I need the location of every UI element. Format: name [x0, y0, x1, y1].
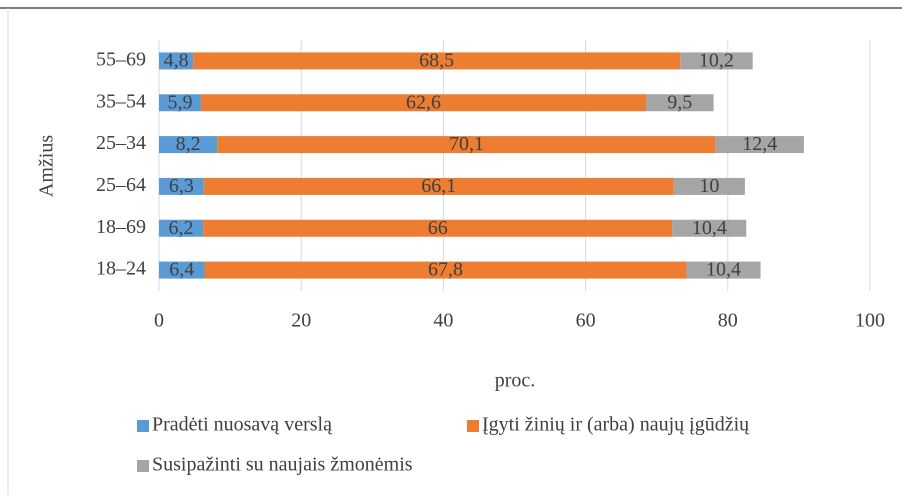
y-tick-label: 55–69 [96, 49, 146, 71]
bar-segment [159, 52, 194, 70]
bar-segment [200, 94, 647, 112]
bar-segment [673, 177, 745, 195]
bar-segment [686, 261, 761, 279]
x-tick-label: 20 [291, 310, 311, 332]
data-label: 10,2 [699, 50, 734, 72]
bar-segment [672, 219, 747, 237]
bar-segment [203, 219, 673, 237]
data-label: 10,4 [692, 217, 727, 239]
y-tick-label: 18–24 [96, 258, 146, 280]
x-axis-title: proc. [495, 370, 536, 392]
legend-swatch [137, 420, 149, 432]
data-label: 5,9 [167, 91, 192, 113]
x-tick-label: 80 [718, 310, 738, 332]
data-label: 12,4 [742, 133, 777, 155]
legend-label: Pradėti nuosavą verslą [152, 414, 333, 436]
data-label: 70,1 [449, 133, 484, 155]
y-tick-label: 35–54 [96, 90, 146, 112]
data-label: 10 [699, 175, 719, 197]
data-label: 6,4 [169, 259, 194, 281]
bar-segment [159, 177, 204, 195]
y-tick-label: 25–64 [96, 174, 146, 196]
bar-segment [203, 177, 674, 195]
bar-segment [193, 52, 681, 70]
bar-segment [159, 94, 201, 112]
x-tick-label: 100 [855, 310, 885, 332]
data-label: 9,5 [667, 91, 692, 113]
data-label: 66,1 [421, 175, 456, 197]
labels: 0 20 40 60 80 100 18–24 6,4 67,8 10,4 18–69 6,2 66 10… [96, 49, 885, 332]
y-tick-label: 25–34 [96, 132, 146, 154]
data-label: 62,6 [406, 91, 441, 113]
data-label: 67,8 [428, 259, 463, 281]
grid [158, 40, 871, 291]
bar-segment [159, 261, 205, 279]
bar-segment [217, 136, 716, 154]
data-label: 4,8 [164, 50, 189, 72]
data-label: 68,5 [419, 50, 454, 72]
data-label: 6,2 [169, 217, 194, 239]
x-tick-label: 40 [433, 310, 453, 332]
x-tick-label: 0 [154, 310, 164, 332]
legend-swatch [467, 420, 479, 432]
bar-segment [680, 52, 753, 70]
x-tick-label: 60 [576, 310, 596, 332]
y-axis-title: Amžius [36, 135, 58, 197]
bar-segment [204, 261, 687, 279]
data-label: 66 [428, 217, 448, 239]
data-label: 10,4 [706, 259, 741, 281]
legend-label: Įgyti žinių ir (arba) naujų įgūdžių [482, 414, 750, 436]
legend-label: Susipažinti su naujais žmonėmis [152, 454, 413, 476]
bars [159, 52, 804, 279]
bar-segment [715, 136, 804, 154]
legend-swatch [137, 460, 149, 472]
data-label: 8,2 [176, 133, 201, 155]
bar-segment [159, 136, 218, 154]
y-tick-label: 18–69 [96, 216, 146, 238]
bar-segment [646, 94, 714, 112]
data-label: 6,3 [169, 175, 194, 197]
bar-segment [159, 219, 204, 237]
